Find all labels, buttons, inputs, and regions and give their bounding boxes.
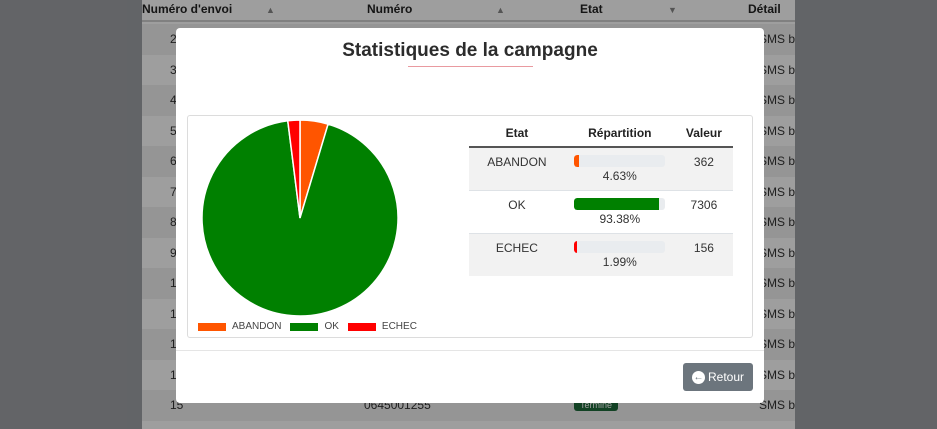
legend-label: ABANDON: [232, 321, 282, 332]
progress-bar: [574, 155, 666, 167]
cell-detail: SMS bien re: [759, 215, 795, 229]
sort-arrow-icon: ▼: [668, 5, 677, 15]
cell-pct: 93.38%: [599, 211, 641, 226]
stats-modal: Statistiques de la campagne ABANDON OK E…: [176, 28, 764, 403]
cell-valeur: 7306: [674, 189, 733, 233]
legend-item-abandon[interactable]: ABANDON: [198, 321, 281, 332]
cell-detail: SMS bien re: [759, 306, 795, 321]
pie-slice-ok[interactable]: [201, 119, 399, 317]
cell-numero-envoi: 9: [170, 245, 177, 260]
th-etat: Etat: [469, 119, 565, 148]
progress-fill: [574, 240, 578, 253]
back-button[interactable]: ← Retour: [683, 363, 753, 391]
cell-detail: SMS bien re: [759, 154, 795, 168]
sort-arrow-icon: ▲: [266, 5, 275, 15]
pie-chart: [201, 119, 399, 317]
cell-valeur: 156: [674, 232, 733, 276]
background-table-header: Numéro d'envoi ▲ Numéro ▲ Etat ▼ Détail: [142, 0, 795, 22]
table-row: 9 SMS bien re: [142, 238, 795, 269]
progress-bar: [574, 197, 666, 210]
legend-swatch: [290, 322, 319, 331]
title-underline: [408, 66, 533, 67]
arrow-left-circle-icon: ←: [691, 370, 705, 384]
chart-legend: ABANDON OK ECHEC: [198, 321, 426, 332]
progress-fill: [574, 197, 660, 210]
modal-title: Statistiques de la campagne: [342, 40, 598, 61]
stats-panel: ABANDON OK ECHEC Etat Répartition Valeur: [187, 115, 753, 338]
cell-repartition: 1.99%: [564, 232, 675, 276]
th-repartition: Répartition: [564, 119, 675, 148]
table-row: 5 SMS bien re: [142, 116, 795, 147]
th-valeur: Valeur: [674, 119, 733, 148]
cell-numero-envoi: 2: [170, 32, 177, 46]
cell-detail: SMS bien re: [759, 62, 795, 77]
cell-numero-envoi: 8: [170, 215, 177, 229]
cell-pct: 4.63%: [602, 169, 637, 183]
cell-detail: SMS bien re: [759, 337, 795, 351]
stats-table: Etat Répartition Valeur ABANDON 4.63% 36…: [469, 119, 733, 276]
legend-label: ECHEC: [381, 321, 417, 332]
cell-numero-envoi: 5: [170, 123, 177, 138]
col-header-etat: Etat: [580, 2, 603, 16]
legend-label: OK: [324, 321, 339, 332]
cell-etat: OK: [469, 189, 565, 233]
legend-item-echec[interactable]: ECHEC: [347, 321, 417, 332]
modal-footer-divider: [176, 350, 764, 351]
cell-pct: 1.99%: [602, 254, 637, 269]
cell-numero-envoi: 4: [170, 93, 177, 107]
pie-slice-echec[interactable]: [286, 119, 301, 219]
progress-fill: [574, 155, 579, 167]
table-row: 3 SMS bien re: [142, 55, 795, 86]
cell-detail: SMS bien re: [759, 245, 795, 260]
legend-swatch: [347, 322, 376, 331]
cell-numero-envoi: 3: [170, 62, 177, 77]
cell-detail: SMS bien re: [759, 184, 795, 199]
col-header-numero-envoi: Numéro d'envoi: [142, 2, 233, 16]
table-row: ECHEC 1.99% 156: [469, 232, 733, 276]
legend-item-ok[interactable]: OK: [290, 321, 339, 332]
sort-arrow-icon: ▲: [496, 5, 505, 15]
col-header-numero: Numéro: [367, 2, 413, 16]
table-row: OK 93.38% 7306: [469, 189, 733, 233]
legend-swatch: [198, 322, 226, 331]
cell-detail: SMS bien re: [759, 398, 795, 412]
cell-etat: ECHEC: [469, 232, 565, 276]
cell-repartition: 93.38%: [564, 189, 675, 233]
cell-detail: SMS bien re: [759, 123, 795, 138]
progress-bar: [574, 240, 666, 253]
cell-numero-envoi: 6: [170, 154, 177, 168]
cell-detail: SMS bien re: [759, 276, 795, 290]
back-button-label: Retour: [707, 370, 745, 384]
col-header-detail: Détail: [748, 2, 781, 16]
cell-detail: SMS bien re: [759, 367, 795, 382]
cell-detail: SMS bien re: [759, 93, 795, 107]
cell-etat: ABANDON: [469, 146, 565, 190]
table-row: 7 SMS bien re: [142, 177, 795, 208]
cell-repartition: 4.63%: [564, 146, 675, 190]
cell-valeur: 362: [674, 146, 733, 190]
cell-detail: SMS bien re: [759, 32, 795, 46]
cell-numero-envoi: 7: [170, 184, 177, 199]
table-row: ABANDON 4.63% 362: [469, 146, 733, 190]
